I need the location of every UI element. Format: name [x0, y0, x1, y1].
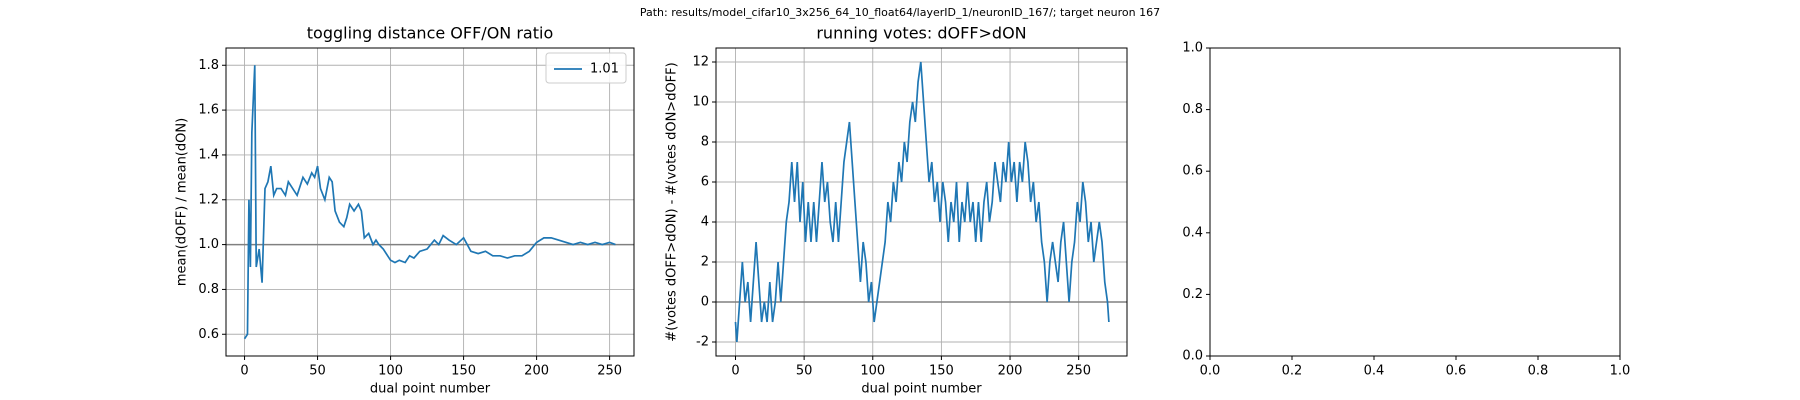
y-tick-label: 1.0 [1182, 41, 1203, 56]
x-tick-label: 0.6 [1446, 364, 1467, 379]
x-tick-label: 0.2 [1282, 364, 1303, 379]
axes-title: toggling distance OFF/ON ratio [307, 24, 553, 43]
x-tick-label: 250 [597, 364, 622, 379]
y-axis-label: mean(dOFF) / mean(dON) [175, 118, 190, 286]
y-tick-label: 0.8 [198, 282, 219, 297]
x-tick-label: 250 [1066, 364, 1091, 379]
y-tick-label: 1.2 [198, 192, 219, 207]
legend-box [545, 52, 627, 84]
y-tick-label: 1.6 [198, 103, 219, 118]
x-tick-label: 0.8 [1528, 364, 1549, 379]
y-tick-label: 0.6 [198, 327, 219, 342]
x-tick-label: 50 [309, 364, 326, 379]
axes-frame [715, 47, 1128, 357]
x-axis-label: dual point number [370, 382, 491, 397]
x-axis-label: dual point number [861, 382, 982, 397]
y-tick-label: 4 [701, 215, 709, 230]
x-tick-label: 200 [998, 364, 1023, 379]
y-tick-label: 8 [701, 135, 709, 150]
y-tick-label: 1.8 [198, 58, 219, 73]
y-tick-label: 0.8 [1182, 102, 1203, 117]
y-tick-label: 12 [692, 55, 709, 70]
y-tick-label: 0.6 [1182, 164, 1203, 179]
x-tick-label: 150 [451, 364, 476, 379]
x-tick-label: 100 [378, 364, 403, 379]
x-tick-label: 0.4 [1364, 364, 1385, 379]
y-tick-label: 1.4 [198, 147, 219, 162]
y-tick-label: 2 [701, 255, 709, 270]
x-tick-label: 100 [860, 364, 885, 379]
x-tick-label: 150 [929, 364, 954, 379]
x-tick-label: 50 [796, 364, 813, 379]
figure-suptitle: Path: results/model_cifar10_3x256_64_10_… [640, 6, 1160, 19]
x-tick-label: 0.0 [1200, 364, 1221, 379]
x-tick-label: 1.0 [1610, 364, 1631, 379]
axes-title: running votes: dOFF>dON [816, 24, 1026, 43]
axes-frame [1209, 47, 1621, 357]
axes-frame [225, 47, 635, 357]
x-tick-label: 200 [524, 364, 549, 379]
y-tick-label: 0.2 [1182, 287, 1203, 302]
data-line [243, 65, 616, 340]
x-tick-label: 0 [240, 364, 248, 379]
y-tick-label: 0.4 [1182, 225, 1203, 240]
data-line [734, 61, 1110, 343]
y-tick-label: 10 [692, 95, 709, 110]
y-tick-label: -2 [696, 335, 709, 350]
y-tick-label: 0 [701, 295, 709, 310]
y-tick-label: 6 [701, 175, 709, 190]
y-tick-label: 0.0 [1182, 349, 1203, 364]
x-tick-label: 0 [731, 364, 739, 379]
y-tick-label: 1.0 [198, 237, 219, 252]
legend-label: 1.01 [590, 62, 619, 77]
y-axis-label: #(votes dOFF>dON) - #(votes dON>dOFF) [665, 62, 680, 341]
